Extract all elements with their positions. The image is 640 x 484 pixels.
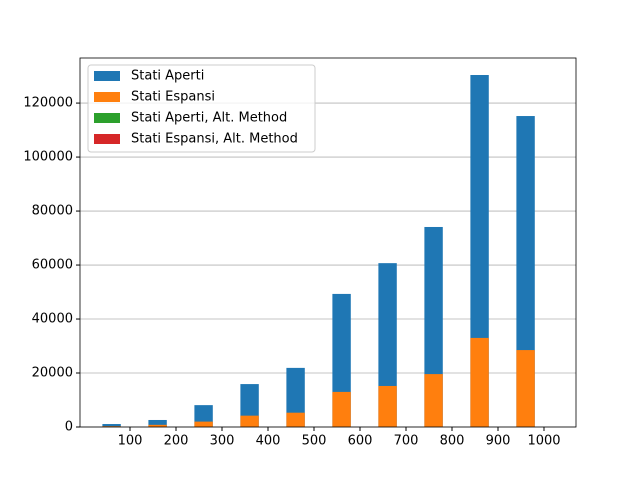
bar [286, 367, 305, 427]
y-tick-label: 80000 [32, 204, 73, 219]
y-tick-label: 0 [65, 420, 73, 435]
x-tick-label: 600 [348, 434, 373, 449]
legend-label: Stati Aperti, Alt. Method [131, 111, 287, 126]
bar [148, 424, 167, 427]
y-tick-label: 20000 [32, 366, 73, 381]
x-tick-label: 900 [486, 434, 511, 449]
legend-label: Stati Espansi, Alt. Method [131, 132, 298, 147]
x-tick-label: 1000 [527, 434, 560, 449]
y-tick-label: 60000 [32, 258, 73, 273]
legend-swatch [94, 71, 120, 81]
plot-frame [79, 57, 577, 428]
legend-swatch [94, 134, 120, 144]
bar [424, 374, 443, 427]
bar [240, 415, 259, 427]
x-tick-label: 100 [118, 434, 143, 449]
legend-box [87, 64, 316, 153]
x-tick-label: 800 [440, 434, 465, 449]
x-tick-label: 500 [302, 434, 327, 449]
bar [286, 412, 305, 427]
bar [470, 337, 489, 427]
bar [148, 419, 167, 427]
bar [516, 350, 535, 427]
x-tick-label: 200 [164, 434, 189, 449]
bar [194, 421, 213, 427]
y-tick-label: 100000 [23, 150, 73, 165]
x-tick-label: 700 [394, 434, 419, 449]
legend-label: Stati Espansi [131, 90, 215, 105]
legend-label: Stati Aperti [131, 69, 204, 84]
bar [378, 385, 397, 427]
bar [516, 116, 535, 428]
bar [102, 426, 121, 427]
x-tick-label: 300 [210, 434, 235, 449]
legend-swatch [94, 113, 120, 123]
bar [332, 391, 351, 427]
bar [102, 424, 121, 427]
x-tick-label: 400 [256, 434, 281, 449]
y-tick-label: 120000 [23, 96, 73, 111]
y-tick-label: 40000 [32, 312, 73, 327]
legend-swatch [94, 92, 120, 102]
bar [194, 405, 213, 427]
